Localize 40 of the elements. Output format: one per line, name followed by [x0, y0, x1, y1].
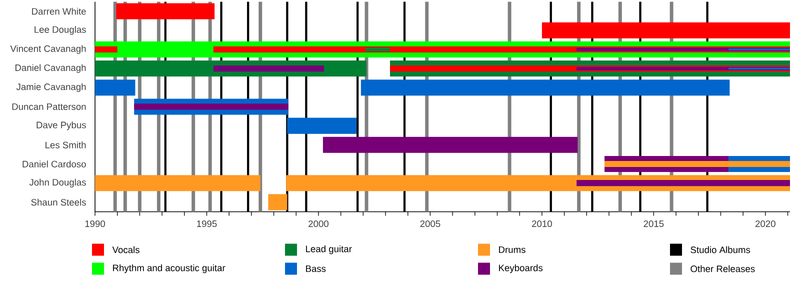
legend-label: Bass [306, 266, 326, 272]
legend-label: Keyboards [499, 264, 543, 274]
legend-label: Other Releases [690, 265, 755, 272]
x-tick-label: 2010 [532, 220, 552, 228]
bar [322, 137, 578, 154]
x-tick-label: 2005 [420, 220, 440, 228]
y-tick-label: Jamie Cavanagh [16, 83, 86, 92]
bar [287, 118, 356, 134]
y-tick-label: Vincent Cavanagh [10, 45, 86, 54]
bar [116, 3, 215, 20]
legend-label: Drums [499, 246, 526, 254]
legend-label: Studio Albums [690, 246, 750, 254]
y-tick-label: John Douglas [29, 178, 86, 188]
bar [95, 46, 118, 53]
bar [576, 180, 790, 186]
legend-label: Lead guitar [306, 246, 352, 254]
bar [542, 22, 790, 39]
bar [95, 80, 136, 96]
bar [213, 66, 324, 72]
y-tick-label: Daniel Cardoso [22, 160, 86, 168]
bar [604, 161, 790, 168]
x-tick-label: 2000 [308, 220, 328, 228]
legend-label: Vocals [112, 246, 140, 254]
bar [360, 80, 730, 96]
y-tick-label: Dave Pybus [36, 122, 86, 130]
y-tick-label: Darren White [32, 8, 86, 15]
x-tick-label: 1990 [85, 220, 106, 228]
bar [365, 48, 390, 52]
x-tick-label: 2015 [644, 220, 664, 228]
x-tick-label: 2020 [755, 220, 776, 228]
legend-label: Rhythm and acoustic guitar [113, 264, 226, 274]
y-tick-label: Duncan Patterson [12, 104, 86, 110]
y-tick-label: Lee Douglas [34, 26, 86, 35]
y-tick-label: Daniel Cavanagh [15, 64, 86, 74]
y-tick-label: Les Smith [46, 142, 86, 148]
bar [134, 104, 288, 110]
bar [95, 175, 260, 192]
x-tick-label: 1995 [197, 220, 217, 228]
y-tick-label: Shaun Steels [31, 198, 86, 206]
bar [268, 194, 288, 210]
